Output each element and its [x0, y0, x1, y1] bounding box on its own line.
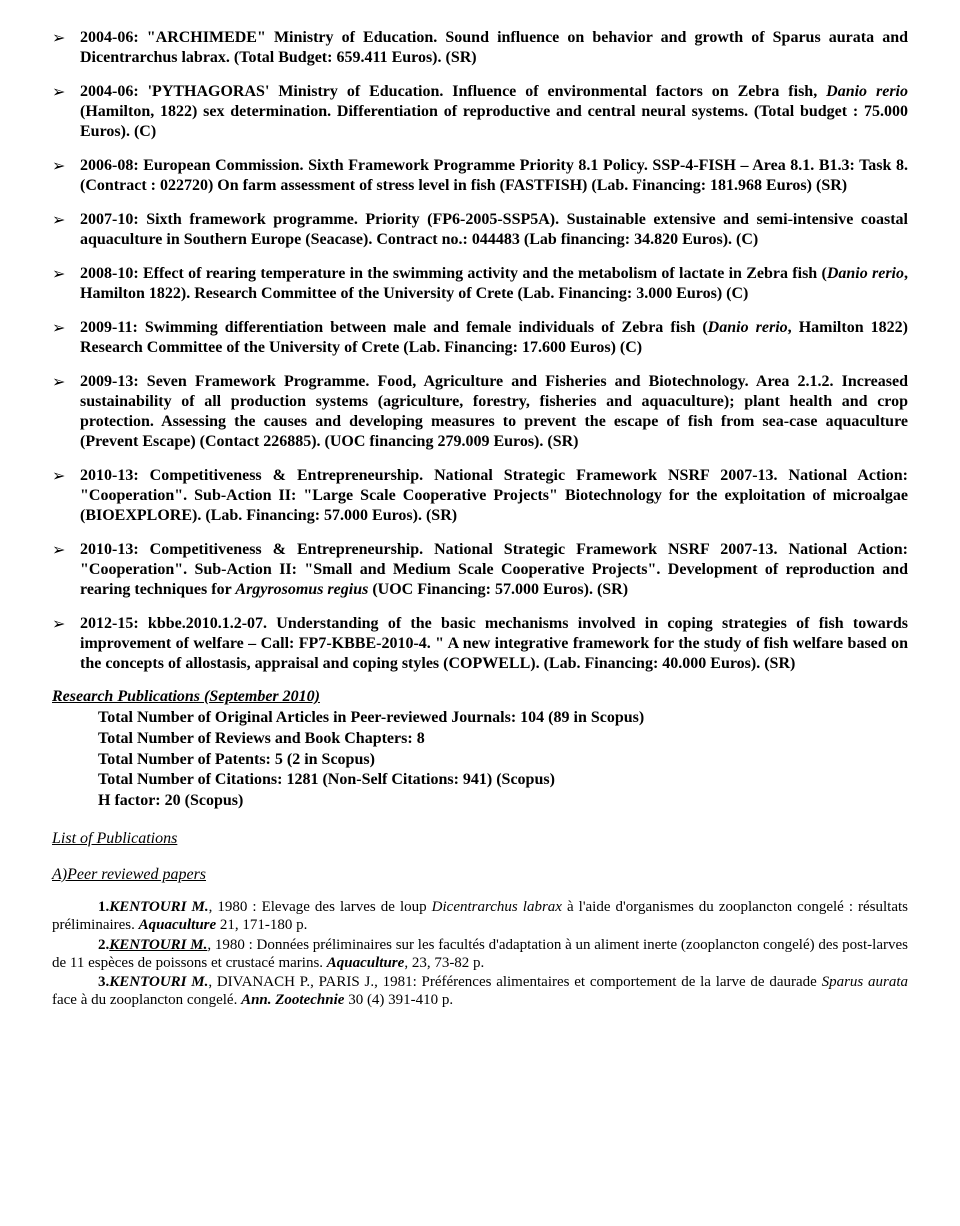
- project-item: ➢2009-13: Seven Framework Programme. Foo…: [52, 372, 908, 452]
- publication-stats: Total Number of Original Articles in Pee…: [98, 708, 908, 812]
- project-item-text: 2004-06: "ARCHIMEDE" Ministry of Educati…: [80, 28, 908, 68]
- bullet-arrow-icon: ➢: [52, 210, 80, 231]
- section-a-heading: A)Peer reviewed papers: [52, 866, 908, 884]
- project-item-text: 2004-06: 'PYTHAGORAS' Ministry of Educat…: [80, 82, 908, 142]
- reference-entry: 3. KENTOURI M., DIVANACH P., PARIS J., 1…: [52, 973, 908, 1010]
- bullet-arrow-icon: ➢: [52, 264, 80, 285]
- bullet-arrow-icon: ➢: [52, 466, 80, 487]
- document-page: ➢2004-06: "ARCHIMEDE" Ministry of Educat…: [0, 0, 960, 1226]
- stat-line: Total Number of Original Articles in Pee…: [98, 708, 908, 729]
- bullet-arrow-icon: ➢: [52, 28, 80, 49]
- bullet-arrow-icon: ➢: [52, 540, 80, 561]
- project-item: ➢2009-11: Swimming differentiation betwe…: [52, 318, 908, 358]
- stat-line: Total Number of Reviews and Book Chapter…: [98, 729, 908, 750]
- project-item-text: 2008-10: Effect of rearing temperature i…: [80, 264, 908, 304]
- stat-line: H factor: 20 (Scopus): [98, 791, 908, 812]
- project-item: ➢2010-13: Competitiveness & Entrepreneur…: [52, 466, 908, 526]
- project-item-text: 2009-11: Swimming differentiation betwee…: [80, 318, 908, 358]
- project-list: ➢2004-06: "ARCHIMEDE" Ministry of Educat…: [52, 28, 908, 674]
- project-item: ➢2007-10: Sixth framework programme. Pri…: [52, 210, 908, 250]
- project-item: ➢2010-13: Competitiveness & Entrepreneur…: [52, 540, 908, 600]
- bullet-arrow-icon: ➢: [52, 614, 80, 635]
- research-publications-heading: Research Publications (September 2010): [52, 688, 908, 706]
- project-item-text: 2010-13: Competitiveness & Entrepreneurs…: [80, 466, 908, 526]
- bullet-arrow-icon: ➢: [52, 156, 80, 177]
- list-of-publications-heading: List of Publications: [52, 830, 908, 848]
- reference-entry: 2. KENTOURI M., 1980 : Données prélimina…: [52, 936, 908, 973]
- project-item-text: 2010-13: Competitiveness & Entrepreneurs…: [80, 540, 908, 600]
- reference-entry: 1. KENTOURI M., 1980 : Elevage des larve…: [52, 898, 908, 935]
- stat-line: Total Number of Patents: 5 (2 in Scopus): [98, 750, 908, 771]
- project-item: ➢2006-08: European Commission. Sixth Fra…: [52, 156, 908, 196]
- stat-line: Total Number of Citations: 1281 (Non-Sel…: [98, 770, 908, 791]
- reference-list: 1. KENTOURI M., 1980 : Elevage des larve…: [52, 898, 908, 1010]
- project-item: ➢2012-15: kbbe.2010.1.2-07. Understandin…: [52, 614, 908, 674]
- project-item-text: 2007-10: Sixth framework programme. Prio…: [80, 210, 908, 250]
- project-item: ➢2008-10: Effect of rearing temperature …: [52, 264, 908, 304]
- bullet-arrow-icon: ➢: [52, 372, 80, 393]
- project-item: ➢2004-06: "ARCHIMEDE" Ministry of Educat…: [52, 28, 908, 68]
- project-item-text: 2006-08: European Commission. Sixth Fram…: [80, 156, 908, 196]
- project-item-text: 2009-13: Seven Framework Programme. Food…: [80, 372, 908, 452]
- project-item-text: 2012-15: kbbe.2010.1.2-07. Understanding…: [80, 614, 908, 674]
- bullet-arrow-icon: ➢: [52, 318, 80, 339]
- project-item: ➢2004-06: 'PYTHAGORAS' Ministry of Educa…: [52, 82, 908, 142]
- bullet-arrow-icon: ➢: [52, 82, 80, 103]
